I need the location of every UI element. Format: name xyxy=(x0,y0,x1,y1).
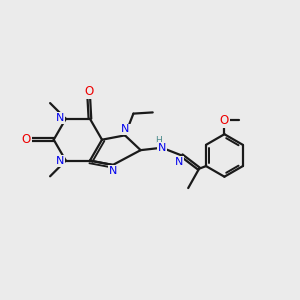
Text: N: N xyxy=(56,156,64,166)
Text: O: O xyxy=(220,114,229,127)
Text: N: N xyxy=(121,124,130,134)
Text: N: N xyxy=(56,113,64,123)
Text: N: N xyxy=(158,143,166,153)
Text: H: H xyxy=(155,136,162,145)
Text: O: O xyxy=(84,85,93,98)
Text: N: N xyxy=(175,157,184,167)
Text: O: O xyxy=(22,133,31,146)
Text: N: N xyxy=(109,166,118,176)
